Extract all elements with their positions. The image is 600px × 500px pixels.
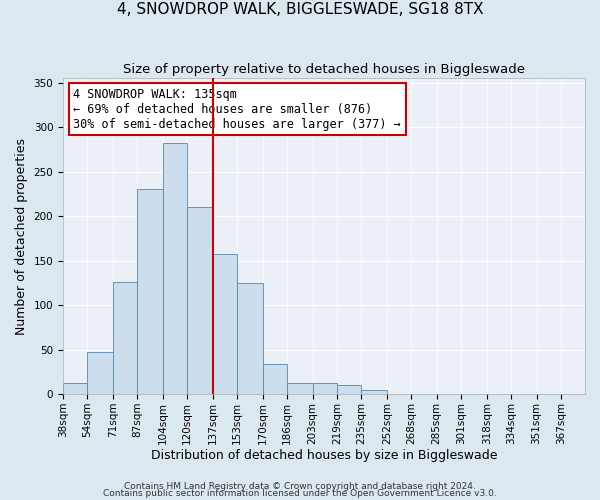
Bar [263, 364, 287, 394]
Bar [137, 190, 163, 394]
Bar [237, 283, 263, 394]
Bar [87, 352, 113, 394]
Bar [113, 282, 137, 394]
Text: 4, SNOWDROP WALK, BIGGLESWADE, SG18 8TX: 4, SNOWDROP WALK, BIGGLESWADE, SG18 8TX [116, 2, 484, 18]
X-axis label: Distribution of detached houses by size in Biggleswade: Distribution of detached houses by size … [151, 450, 497, 462]
Bar [63, 384, 87, 394]
Bar [213, 254, 237, 394]
Title: Size of property relative to detached houses in Biggleswade: Size of property relative to detached ho… [123, 62, 525, 76]
Y-axis label: Number of detached properties: Number of detached properties [15, 138, 28, 334]
Text: Contains public sector information licensed under the Open Government Licence v3: Contains public sector information licen… [103, 490, 497, 498]
Bar [313, 382, 337, 394]
Text: 4 SNOWDROP WALK: 135sqm
← 69% of detached houses are smaller (876)
30% of semi-d: 4 SNOWDROP WALK: 135sqm ← 69% of detache… [73, 88, 401, 130]
Bar [287, 382, 313, 394]
Bar [187, 207, 213, 394]
Bar [337, 386, 361, 394]
Text: Contains HM Land Registry data © Crown copyright and database right 2024.: Contains HM Land Registry data © Crown c… [124, 482, 476, 491]
Bar [361, 390, 387, 394]
Bar [163, 143, 187, 394]
